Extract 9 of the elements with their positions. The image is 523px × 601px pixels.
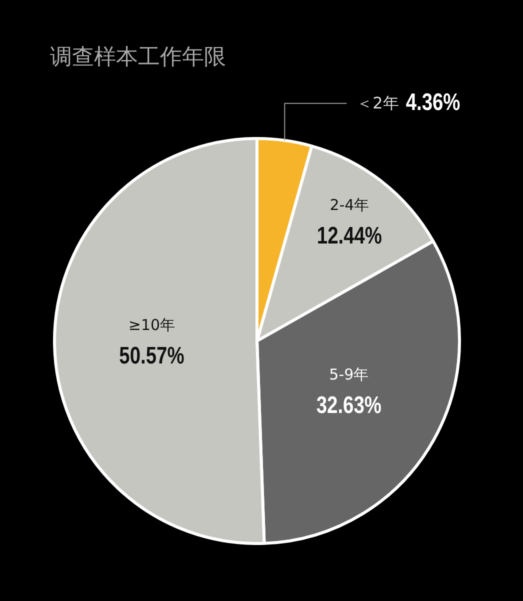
data-label: 50.57%	[119, 341, 184, 370]
data-label: 32.63%	[316, 390, 382, 419]
data-label: 4.36%	[406, 88, 460, 116]
slice-label: 2-4年	[330, 196, 370, 214]
data-label: 12.44%	[316, 222, 382, 250]
slice-label: ≥10年	[128, 316, 176, 334]
slice-label: 5-9年	[329, 365, 369, 384]
slice-label: ＜2年	[356, 94, 399, 113]
chart-title: 调查样本工作年限	[50, 44, 226, 72]
